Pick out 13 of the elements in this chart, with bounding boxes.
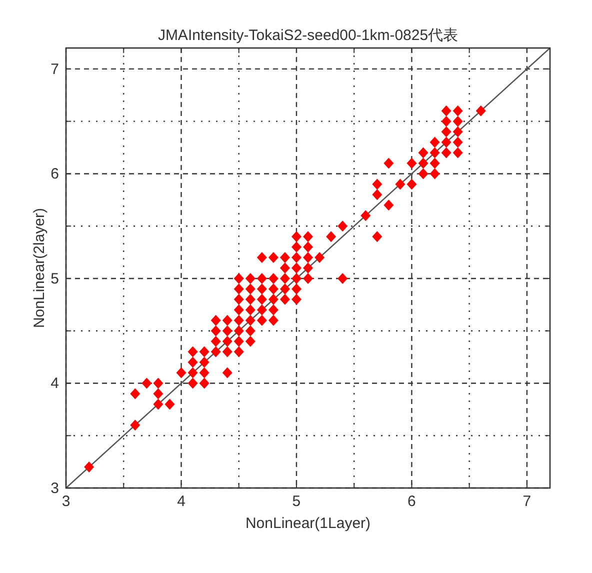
x-tick-label: 6 bbox=[408, 493, 416, 510]
y-axis-title: NonLinear(2layer) bbox=[31, 208, 48, 328]
y-tick-label: 5 bbox=[50, 270, 59, 288]
y-tick-label: 7 bbox=[50, 60, 59, 78]
x-tick-label: 4 bbox=[177, 493, 186, 510]
x-axis-title: NonLinear(1Layer) bbox=[245, 515, 371, 532]
y-tick-label: 3 bbox=[50, 480, 59, 497]
y-tick-label: 4 bbox=[50, 375, 59, 392]
x-tick-label: 5 bbox=[292, 493, 301, 510]
x-tick-label: 7 bbox=[522, 493, 532, 510]
x-tick-label: 3 bbox=[62, 493, 70, 510]
y-tick-label: 6 bbox=[50, 166, 59, 183]
chart-title: JMAIntensity-TokaiS2-seed00-1km-0825代表 bbox=[158, 27, 458, 44]
